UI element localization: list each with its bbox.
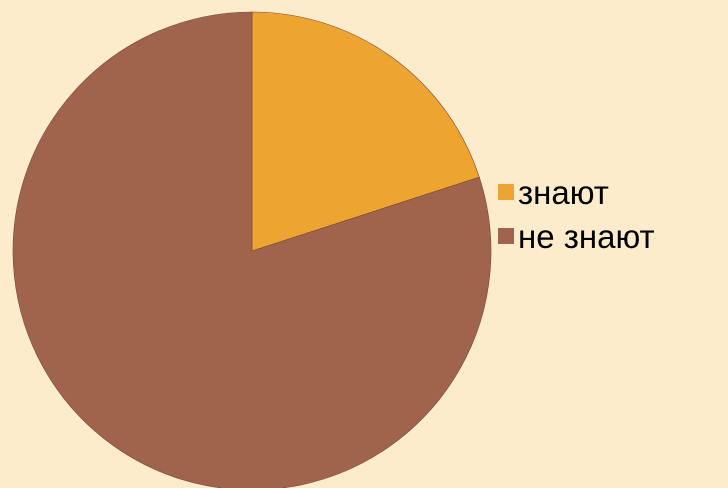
chart-legend: знают не знают (498, 170, 655, 258)
pie-slice-1 (12, 11, 492, 488)
legend-label-0: знают (518, 173, 609, 211)
legend-item-1: не знают (498, 214, 655, 258)
pie-slice-0 (251, 11, 480, 252)
legend-swatch-1 (498, 228, 514, 244)
legend-label-1: не знают (518, 217, 655, 255)
legend-item-0: знают (498, 170, 655, 214)
legend-swatch-0 (498, 184, 514, 200)
